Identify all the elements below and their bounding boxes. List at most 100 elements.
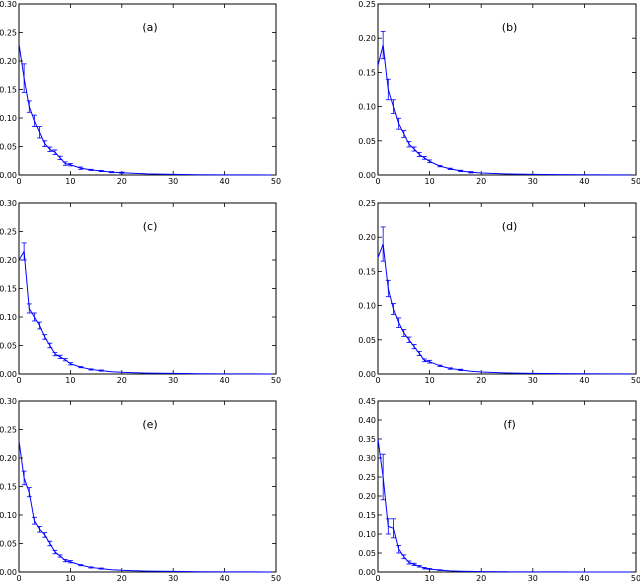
x-tick-label: 20 <box>117 177 127 186</box>
error-bar <box>47 342 53 349</box>
error-bar <box>37 321 43 330</box>
y-tick-label: 0.10 <box>358 530 376 539</box>
error-bar <box>385 518 391 535</box>
y-tick-label: 0.20 <box>0 454 17 463</box>
y-tick-label: 0.15 <box>358 511 376 520</box>
x-tick-label: 20 <box>117 574 127 581</box>
y-tick-label: 0.30 <box>0 397 17 406</box>
error-bar <box>31 312 37 322</box>
x-tick-label: 40 <box>579 574 589 581</box>
x-tick-label: 20 <box>117 376 127 385</box>
y-tick-label: 0.30 <box>0 0 17 9</box>
x-tick-label: 10 <box>425 574 435 581</box>
x-tick-label: 30 <box>168 574 178 581</box>
error-bar <box>437 569 443 571</box>
error-bar <box>468 171 474 174</box>
x-tick-label: 50 <box>271 376 281 385</box>
series-line <box>18 249 271 375</box>
error-bar <box>78 366 84 369</box>
x-tick-label: 0 <box>16 376 21 385</box>
y-tick-label: 0.20 <box>0 256 17 265</box>
x-tick-label: 0 <box>16 177 21 186</box>
y-tick-label: 0.15 <box>358 267 376 276</box>
series-line <box>18 440 271 573</box>
error-bar <box>416 351 422 356</box>
error-bar <box>421 358 427 363</box>
error-bar <box>437 364 443 367</box>
error-bar <box>421 567 427 570</box>
error-bar <box>37 526 43 533</box>
y-tick-label: 0.40 <box>358 416 376 425</box>
error-bar <box>47 540 53 547</box>
y-tick-label: 0.15 <box>0 86 17 95</box>
error-bar <box>447 167 453 170</box>
y-tick-label: 0.20 <box>0 57 17 66</box>
x-tick-label: 20 <box>476 376 486 385</box>
y-tick-label: 0.05 <box>0 342 17 351</box>
x-tick-label: 10 <box>65 574 75 581</box>
panel-label: (c) <box>143 220 158 233</box>
error-bar <box>52 149 58 155</box>
error-bar <box>42 140 48 147</box>
x-tick-label: 30 <box>168 177 178 186</box>
y-tick-label: 0.10 <box>0 313 17 322</box>
x-tick-label: 20 <box>476 177 486 186</box>
x-tick-label: 30 <box>528 376 538 385</box>
panel-2: 0 10 20 30 40 50 0.00 0.05 0.10 0.15 0.20 0.25 0.30 (… <box>0 199 281 385</box>
error-bar <box>78 564 84 567</box>
error-bar <box>21 63 27 93</box>
error-bar <box>390 99 396 114</box>
series-line <box>377 44 631 176</box>
error-bar <box>380 453 386 501</box>
y-tick-label: 0.25 <box>0 228 17 237</box>
panel-1: 0 10 20 30 40 50 0.00 0.05 0.10 0.15 0.20 0.25 (b) <box>358 0 640 186</box>
error-bar <box>109 171 115 174</box>
error-bar <box>416 152 422 157</box>
series-line <box>18 43 271 176</box>
x-tick-label: 10 <box>65 177 75 186</box>
error-bar <box>42 532 48 538</box>
x-tick-label: 30 <box>168 376 178 385</box>
error-bar <box>396 317 402 328</box>
x-tick-label: 50 <box>631 177 640 186</box>
error-bar <box>427 359 433 364</box>
error-bar <box>406 141 412 148</box>
x-tick-label: 10 <box>425 376 435 385</box>
x-tick-label: 10 <box>65 376 75 385</box>
x-tick-label: 50 <box>631 376 640 385</box>
error-bar <box>88 168 94 171</box>
error-bar <box>406 336 412 343</box>
y-tick-label: 0.05 <box>0 143 17 152</box>
y-tick-label: 0.20 <box>358 233 376 242</box>
error-bar <box>390 303 396 315</box>
error-bar <box>390 518 396 539</box>
error-bar <box>380 30 386 60</box>
error-bar <box>62 161 68 166</box>
error-bar <box>47 146 53 153</box>
y-tick-label: 0.05 <box>358 137 376 146</box>
x-tick-label: 40 <box>579 177 589 186</box>
plot-frame <box>377 202 637 375</box>
plot-frame <box>377 3 637 176</box>
error-bar <box>21 470 27 486</box>
series-line <box>377 243 631 375</box>
error-bar <box>26 303 32 314</box>
error-bar <box>26 100 32 113</box>
panel-4: 0 10 20 30 40 50 0.00 0.05 0.10 0.15 0.20 0.25 0.30 (… <box>0 397 281 581</box>
y-tick-label: 0.25 <box>358 473 376 482</box>
x-tick-label: 40 <box>220 574 230 581</box>
y-tick-label: 0.05 <box>358 336 376 345</box>
y-tick-label: 0.20 <box>358 34 376 43</box>
panel-0: 0 10 20 30 40 50 0.00 0.05 0.10 0.15 0.20 0.25 0.30 (… <box>0 0 281 186</box>
error-bar <box>88 368 94 371</box>
y-tick-label: 0.25 <box>358 0 376 9</box>
y-tick-label: 0.05 <box>358 549 376 558</box>
error-bar <box>26 487 32 498</box>
error-bar <box>62 559 68 563</box>
error-bar <box>98 567 104 570</box>
error-bar <box>401 554 407 560</box>
y-tick-label: 0.30 <box>358 454 376 463</box>
error-bar <box>401 329 407 337</box>
x-tick-label: 0 <box>375 177 380 186</box>
